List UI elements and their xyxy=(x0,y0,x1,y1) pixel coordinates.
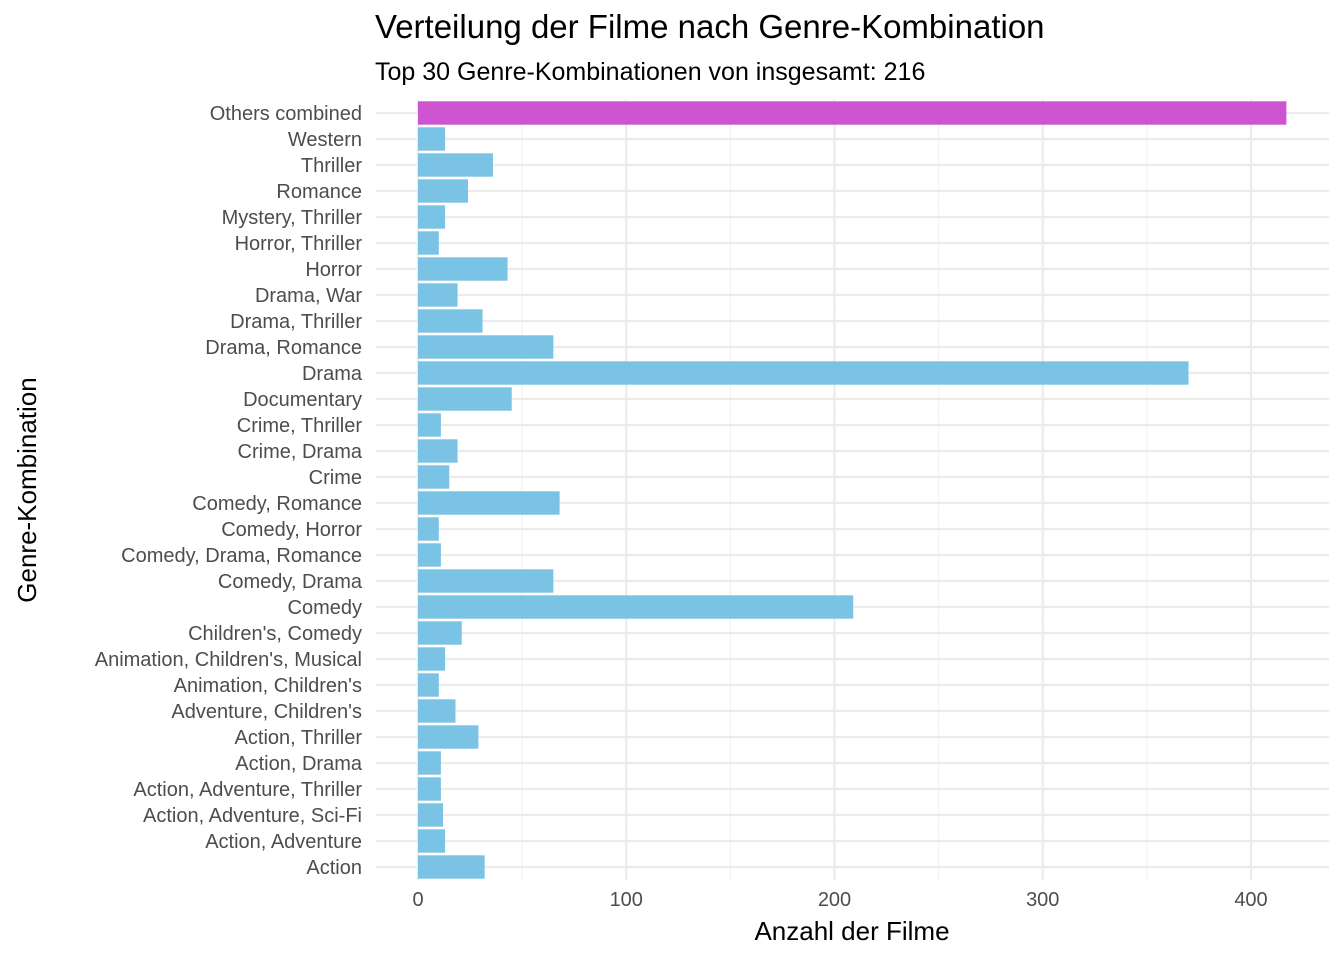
bar xyxy=(418,621,462,645)
y-tick-label: Animation, Children's, Musical xyxy=(95,649,362,671)
bar xyxy=(418,127,446,151)
y-tick-label: Comedy, Drama xyxy=(218,571,363,593)
bar xyxy=(418,725,479,749)
bar xyxy=(418,491,560,515)
bar xyxy=(418,803,443,827)
bar xyxy=(418,101,1287,125)
y-tick-label: Action, Drama xyxy=(235,753,363,775)
bar xyxy=(418,595,854,619)
y-tick-label: Adventure, Children's xyxy=(171,701,362,723)
y-tick-label: Children's, Comedy xyxy=(188,623,362,645)
x-tick-label: 200 xyxy=(818,889,851,911)
bar xyxy=(418,543,441,567)
grid-lines xyxy=(376,100,1329,880)
y-axis-title: Genre-Kombination xyxy=(12,377,42,602)
y-tick-label: Action, Adventure, Thriller xyxy=(133,779,362,801)
y-tick-labels: Others combined Western Thriller Romance Mys… xyxy=(95,103,363,879)
y-tick-label: Drama, War xyxy=(255,285,362,307)
y-tick-label: Western xyxy=(288,129,362,151)
y-tick-label: Romance xyxy=(276,181,362,203)
bar xyxy=(418,465,450,489)
x-tick-label: 400 xyxy=(1234,889,1267,911)
bar xyxy=(418,335,554,359)
y-tick-label: Drama xyxy=(302,363,363,385)
bar xyxy=(418,673,439,697)
y-tick-label: Action, Adventure, Sci-Fi xyxy=(143,805,362,827)
bar xyxy=(418,699,456,723)
bar xyxy=(418,361,1189,385)
y-tick-label: Action, Adventure xyxy=(205,831,362,853)
x-tick-label: 100 xyxy=(610,889,643,911)
bar xyxy=(418,413,441,437)
y-tick-label: Comedy xyxy=(288,597,362,619)
y-tick-label: Horror, Thriller xyxy=(235,233,363,255)
bar xyxy=(418,257,508,281)
bar xyxy=(418,439,458,463)
bar xyxy=(418,153,493,177)
y-tick-label: Thriller xyxy=(301,155,362,177)
chart-subtitle: Top 30 Genre-Kombinationen von insgesamt… xyxy=(375,58,926,86)
y-tick-label: Others combined xyxy=(210,103,362,125)
y-tick-label: Drama, Romance xyxy=(205,337,362,359)
bars xyxy=(418,101,1287,879)
bar xyxy=(418,569,554,593)
x-tick-label: 0 xyxy=(412,889,423,911)
bar xyxy=(418,309,483,333)
bar xyxy=(418,231,439,255)
bar xyxy=(418,829,446,853)
y-tick-label: Crime, Thriller xyxy=(237,415,363,437)
y-tick-label: Horror xyxy=(305,259,362,281)
y-tick-label: Comedy, Romance xyxy=(192,493,362,515)
y-tick-label: Crime, Drama xyxy=(238,441,363,463)
x-tick-labels: 0 100 200 300 400 xyxy=(412,889,1267,911)
bar xyxy=(418,179,468,203)
y-tick-label: Action xyxy=(306,857,362,879)
y-tick-label: Mystery, Thriller xyxy=(222,207,363,229)
x-tick-label: 300 xyxy=(1026,889,1059,911)
bar xyxy=(418,751,441,775)
chart-title: Verteilung der Filme nach Genre-Kombinat… xyxy=(375,8,1045,45)
bar xyxy=(418,777,441,801)
bar xyxy=(418,205,446,229)
y-tick-label: Documentary xyxy=(243,389,362,411)
bar xyxy=(418,855,485,879)
bar xyxy=(418,517,439,541)
bar xyxy=(418,387,512,411)
y-tick-label: Animation, Children's xyxy=(174,675,362,697)
y-tick-label: Crime xyxy=(309,467,362,489)
y-tick-label: Comedy, Horror xyxy=(221,519,362,541)
bar xyxy=(418,283,458,307)
y-tick-label: Comedy, Drama, Romance xyxy=(121,545,362,567)
x-axis-title: Anzahl der Filme xyxy=(754,916,949,946)
y-tick-label: Action, Thriller xyxy=(235,727,363,749)
bar xyxy=(418,647,446,671)
y-tick-label: Drama, Thriller xyxy=(230,311,362,333)
